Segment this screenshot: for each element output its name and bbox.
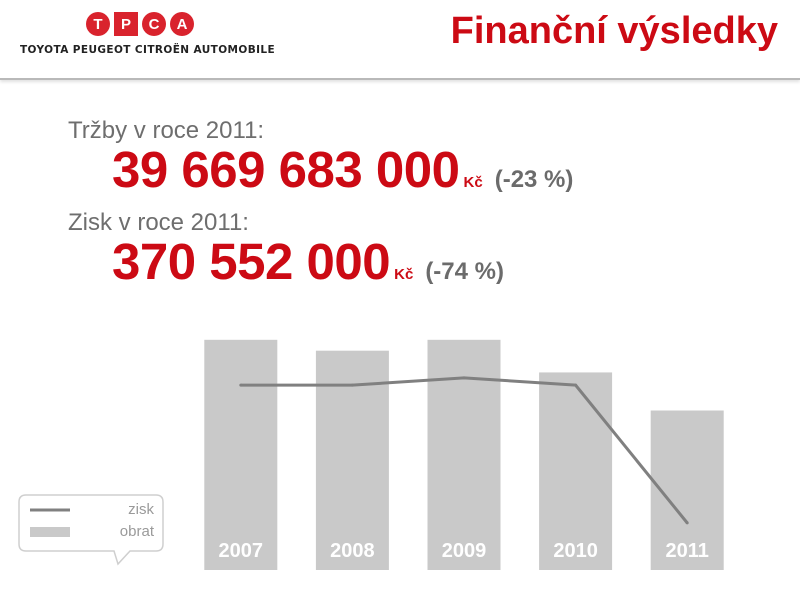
- bar-2008: [315, 350, 389, 570]
- revenue-value: 39 669 683 000: [112, 141, 460, 198]
- logo-letter-a: A: [170, 12, 194, 36]
- bar-2007: [204, 339, 278, 570]
- header-bar: T P C A TOYOTA PEUGEOT CITROËN AUTOMOBIL…: [0, 0, 800, 80]
- profit-change: (-74 %): [425, 258, 504, 285]
- tpca-logo: T P C A TOYOTA PEUGEOT CITROËN AUTOMOBIL…: [20, 12, 300, 64]
- profit-label: Zisk v roce 2011:: [68, 209, 249, 236]
- line-point-2009: [462, 376, 466, 380]
- revenue-change: (-23 %): [494, 166, 574, 193]
- legend-label-zisk: zisk: [128, 501, 154, 518]
- chart-legend: zisk obrat: [18, 494, 164, 566]
- legend-line-swatch: [30, 508, 70, 512]
- profit-value: 370 552 000: [112, 233, 391, 290]
- profit-row: 370 552 000 Kč (-74 %): [112, 232, 504, 291]
- logo-letter-t: T: [86, 12, 110, 36]
- revenue-currency: Kč: [463, 174, 483, 191]
- legend-label-obrat: obrat: [119, 523, 154, 540]
- legend-bar-swatch: [30, 527, 70, 537]
- legend-item-obrat: obrat: [18, 522, 164, 542]
- bar-2010: [539, 372, 613, 570]
- bar-2009: [427, 339, 501, 570]
- logo-subtitle: TOYOTA PEUGEOT CITROËN AUTOMOBILE: [20, 44, 276, 56]
- line-point-2008: [350, 383, 354, 387]
- category-label-2008: 2008: [330, 540, 375, 562]
- logo-letters: T P C A: [86, 12, 194, 36]
- category-label-2010: 2010: [553, 540, 598, 562]
- profit-currency: Kč: [394, 266, 414, 283]
- revenue-label: Tržby v roce 2011:: [68, 117, 265, 144]
- logo-letter-p: P: [114, 12, 138, 36]
- legend-callout-frame: [18, 494, 164, 566]
- bar-2011: [650, 410, 724, 570]
- revenue-row: 39 669 683 000 Kč (-23 %): [112, 140, 573, 199]
- legend-item-zisk: zisk: [18, 500, 164, 520]
- line-point-2011: [685, 521, 689, 525]
- category-label-2009: 2009: [442, 540, 487, 562]
- line-point-2007: [239, 383, 243, 387]
- logo-letter-c: C: [142, 12, 166, 36]
- page-title: Finanční výsledky: [450, 10, 778, 52]
- category-label-2011: 2011: [666, 540, 709, 562]
- category-label-2007: 2007: [219, 540, 264, 562]
- line-point-2010: [574, 383, 578, 387]
